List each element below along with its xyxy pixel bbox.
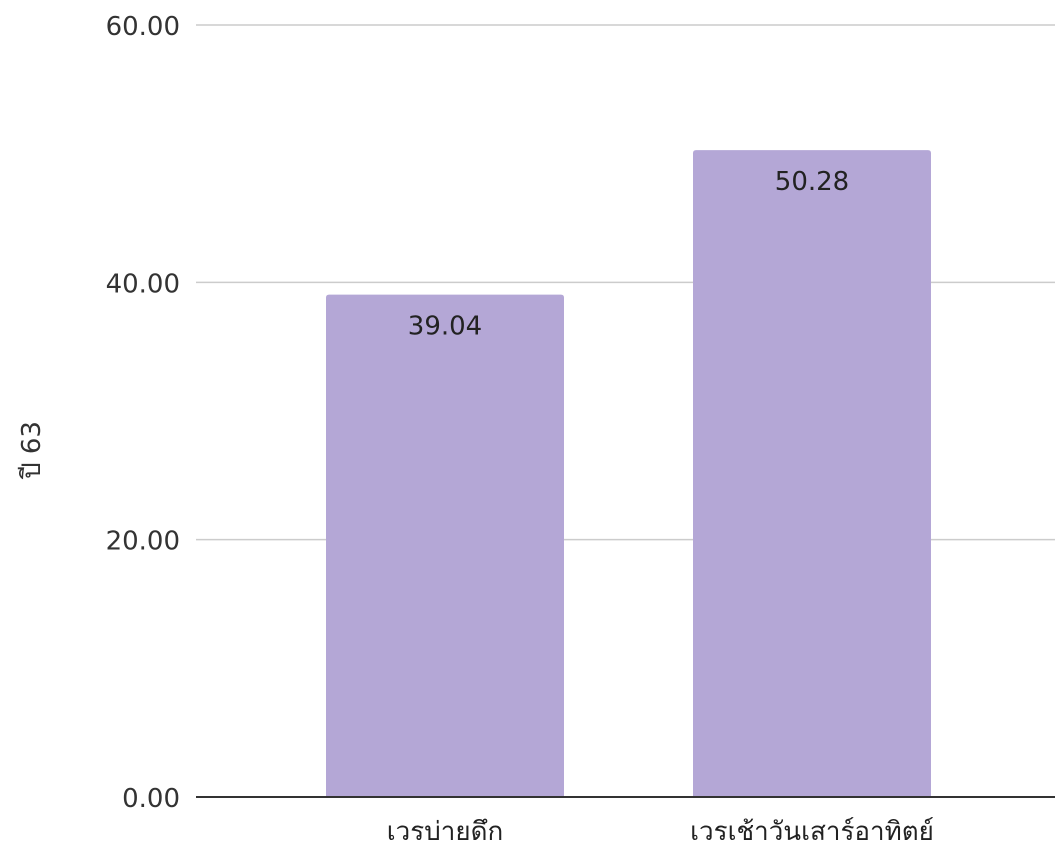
bars: [326, 150, 931, 798]
y-axis-title: ปี 63: [17, 421, 47, 480]
y-tick-labels: 0.00 20.00 40.00 60.00: [106, 12, 180, 814]
x-tick-labels: เวรบ่ายดึก เวรเช้าวันเสาร์อาทิตย์: [387, 817, 934, 844]
bar: [326, 294, 564, 797]
x-tick-label: เวรบ่ายดึก: [387, 817, 503, 844]
y-tick-label: 60.00: [106, 12, 180, 42]
y-tick-label: 0.00: [122, 784, 180, 814]
y-tick-label: 40.00: [106, 269, 180, 299]
bar: [693, 150, 931, 798]
bar-data-label: 39.04: [408, 312, 482, 342]
x-tick-label: เวรเช้าวันเสาร์อาทิตย์: [690, 817, 934, 844]
y-tick-label: 20.00: [106, 527, 180, 557]
bar-data-label: 50.28: [775, 167, 849, 197]
data-labels: 39.04 50.28: [408, 167, 849, 342]
